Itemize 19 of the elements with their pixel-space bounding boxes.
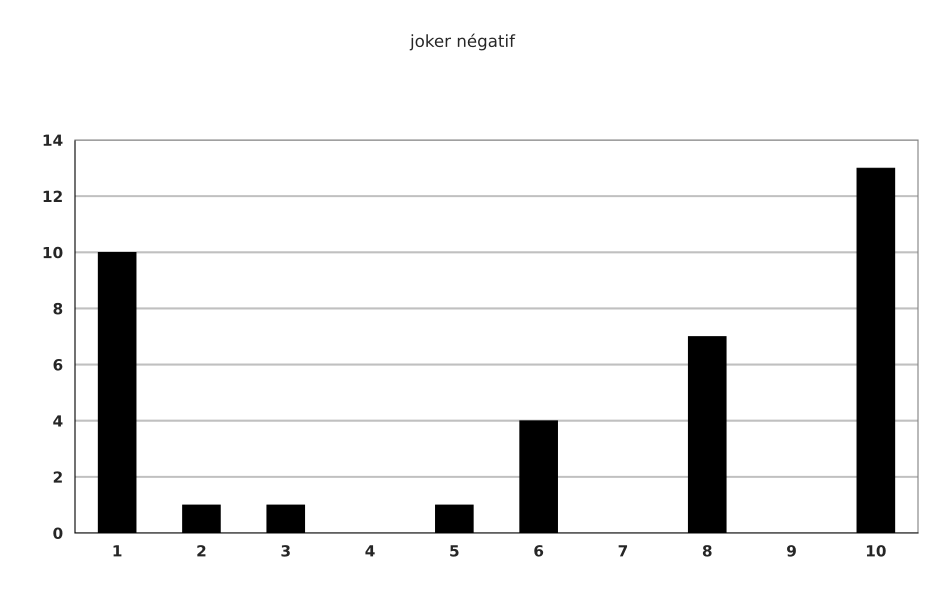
chart-title: joker négatif <box>410 34 516 50</box>
y-tick-label: 12 <box>44 190 62 202</box>
y-tick-label: 2 <box>54 471 62 483</box>
x-tick-label: 4 <box>365 545 375 556</box>
x-tick-label: 10 <box>866 545 886 557</box>
y-tick-label: 4 <box>53 415 62 427</box>
x-tick-label: 5 <box>450 545 459 557</box>
x-tick-label: 3 <box>281 545 290 557</box>
y-tick-label: 14 <box>44 134 62 146</box>
y-tick-label: 10 <box>44 246 62 258</box>
x-tick-label: 1 <box>114 545 122 556</box>
x-tick-label: 6 <box>534 545 544 557</box>
y-tick-label: 6 <box>54 359 62 371</box>
y-tick-label: 0 <box>53 527 62 540</box>
x-tick-label: 7 <box>618 545 628 556</box>
y-tick-label: 8 <box>54 302 62 314</box>
x-tick-label: 9 <box>787 545 796 557</box>
x-tick-label: 2 <box>197 545 206 556</box>
x-tick-label: 8 <box>702 545 712 557</box>
